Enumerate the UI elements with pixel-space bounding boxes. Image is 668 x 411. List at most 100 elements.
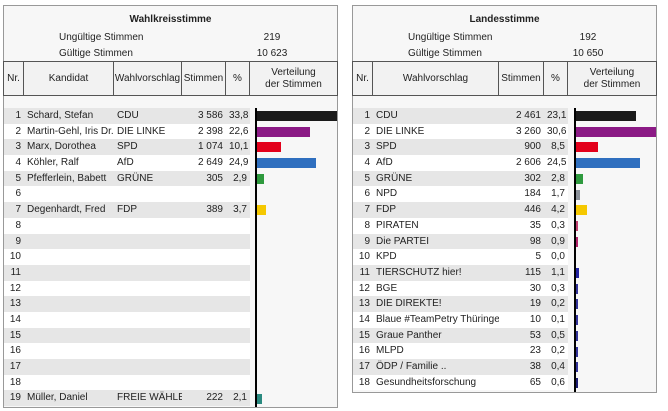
table-row: 18 Gesundheitsforschung 65 0,6 [353, 374, 568, 391]
cell-pct [226, 264, 250, 281]
cell-candidate: Pfefferlein, Babett [24, 170, 114, 187]
cell-votes: 10 [499, 311, 544, 328]
header-votes: Stimmen [182, 62, 226, 95]
cell-nr: 9 [353, 233, 373, 250]
cell-nr: 8 [4, 217, 24, 234]
bar-gesundheitsforschung [576, 377, 578, 388]
cell-nr: 16 [4, 343, 24, 359]
cell-pct: 0,3 [544, 280, 568, 297]
cell-party: Gesundheitsforschung [373, 374, 499, 391]
cell-pct: 2,9 [226, 170, 250, 187]
cell-nr: 6 [353, 186, 373, 203]
table-row: 13 [4, 296, 250, 312]
cell-nr: 12 [4, 280, 24, 297]
invalid-votes-value: 192 [579, 32, 597, 43]
table-header: Nr. Wahlvorschlag Stimmen % Verteilung d… [352, 61, 657, 96]
cell-party [114, 359, 182, 375]
bar-gr-ne [257, 173, 264, 184]
cell-votes [182, 186, 226, 203]
table-row: 15 [4, 327, 250, 344]
bar-spd [257, 142, 281, 153]
table-row: 14 Blaue #TeamPetry Thüringen 10 0,1 [353, 311, 568, 328]
table-row: 6 NPD 184 1,7 [353, 186, 568, 203]
bar-afd [576, 158, 641, 169]
cell-nr: 3 [353, 139, 373, 156]
cell-candidate [24, 374, 114, 391]
header-distribution: Verteilung der Stimmen [583, 66, 641, 90]
cell-nr: 7 [353, 202, 373, 218]
bar-npd [576, 189, 581, 200]
table-row: 8 PIRATEN 35 0,3 [353, 217, 568, 234]
cell-votes: 446 [499, 202, 544, 218]
cell-party: GRÜNE [373, 170, 499, 187]
table-row: 11 TIERSCHUTZ hier! 115 1,1 [353, 264, 568, 281]
cell-votes [182, 280, 226, 297]
bar-die-linke [576, 126, 656, 137]
cell-nr: 6 [4, 186, 24, 203]
wahlkreisstimme-panel: Wahlkreisstimme Ungültige Stimmen 219 Gü… [3, 5, 338, 408]
cell-pct: 0,5 [544, 327, 568, 344]
cell-party [114, 327, 182, 344]
cell-candidate [24, 186, 114, 203]
cell-votes: 3 586 [182, 108, 226, 124]
cell-candidate: Müller, Daniel [24, 390, 114, 407]
table-row: 10 KPD 5 0,0 [353, 249, 568, 265]
cell-party: CDU [114, 108, 182, 124]
bar-cdu [257, 111, 337, 121]
cell-pct [226, 374, 250, 391]
cell-votes: 302 [499, 170, 544, 187]
table-row: 1 CDU 2 461 23,1 [353, 108, 568, 124]
cell-party: Blaue #TeamPetry Thüringen [373, 311, 499, 328]
cell-pct: 23,1 [544, 108, 568, 124]
cell-nr: 7 [4, 202, 24, 218]
bar-fdp [576, 205, 587, 216]
panel-title: Wahlkreisstimme [129, 14, 212, 25]
cell-party [114, 374, 182, 391]
cell-votes: 305 [182, 170, 226, 187]
cell-pct: 8,5 [544, 139, 568, 156]
cell-nr: 10 [353, 249, 373, 265]
cell-votes: 2 398 [182, 123, 226, 140]
cell-candidate [24, 249, 114, 265]
cell-pct: 0,0 [544, 249, 568, 265]
cell-party [114, 311, 182, 328]
cell-pct: 4,2 [544, 202, 568, 218]
cell-votes [182, 296, 226, 312]
table-row: 2 DIE LINKE 3 260 30,6 [353, 123, 568, 140]
cell-pct: 30,6 [544, 123, 568, 140]
table-row: 15 Graue Panther 53 0,5 [353, 327, 568, 344]
header-party: Wahlvorschlag [373, 62, 499, 95]
header-nr: Nr. [353, 62, 373, 95]
table-row: 4 Köhler, Ralf AfD 2 649 24,9 [4, 155, 250, 171]
header-distribution: Verteilung der Stimmen [265, 66, 322, 90]
cell-party: CDU [373, 108, 499, 124]
bar-die-partei [576, 236, 579, 247]
cell-nr: 16 [353, 343, 373, 359]
cell-votes: 2 606 [499, 155, 544, 171]
cell-nr: 2 [353, 123, 373, 140]
valid-votes-label: Gültige Stimmen [59, 48, 133, 59]
cell-pct [226, 217, 250, 234]
cell-pct [226, 186, 250, 203]
table-row: 5 GRÜNE 302 2,8 [353, 170, 568, 187]
cell-pct: 0,1 [544, 311, 568, 328]
cell-party [114, 249, 182, 265]
cell-pct: 0,4 [544, 359, 568, 375]
cell-votes [182, 249, 226, 265]
table-row: 12 BGE 30 0,3 [353, 280, 568, 297]
bar-mlpd [576, 346, 578, 357]
cell-candidate [24, 327, 114, 344]
cell-nr: 18 [4, 374, 24, 391]
cell-party [114, 217, 182, 234]
table-row: 16 [4, 343, 250, 359]
header-party: Wahlvorschlag [114, 62, 182, 95]
cell-nr: 13 [353, 296, 373, 312]
cell-pct [226, 327, 250, 344]
bar--dp-familie- [576, 362, 578, 373]
cell-votes: 184 [499, 186, 544, 203]
cell-votes [182, 343, 226, 359]
bar-graue-panther [576, 330, 578, 341]
cell-votes: 389 [182, 202, 226, 218]
cell-party: TIERSCHUTZ hier! [373, 264, 499, 281]
invalid-votes-label: Ungültige Stimmen [408, 32, 493, 43]
